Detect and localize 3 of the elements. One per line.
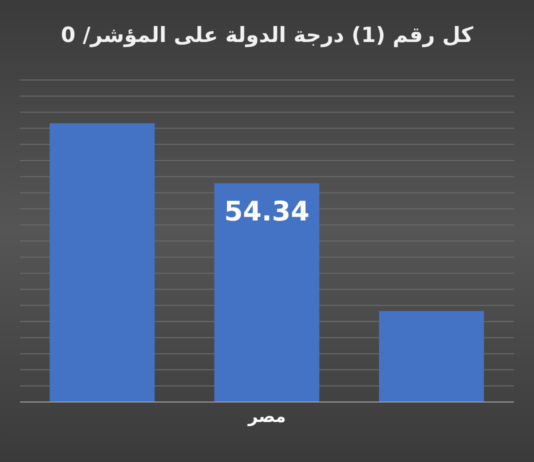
x-tick-label: مصر	[247, 407, 286, 428]
chart-title: كل رقم (1) درجة الدولة على المؤشر/ 0	[60, 22, 474, 50]
data-label: 54.34	[224, 196, 310, 228]
